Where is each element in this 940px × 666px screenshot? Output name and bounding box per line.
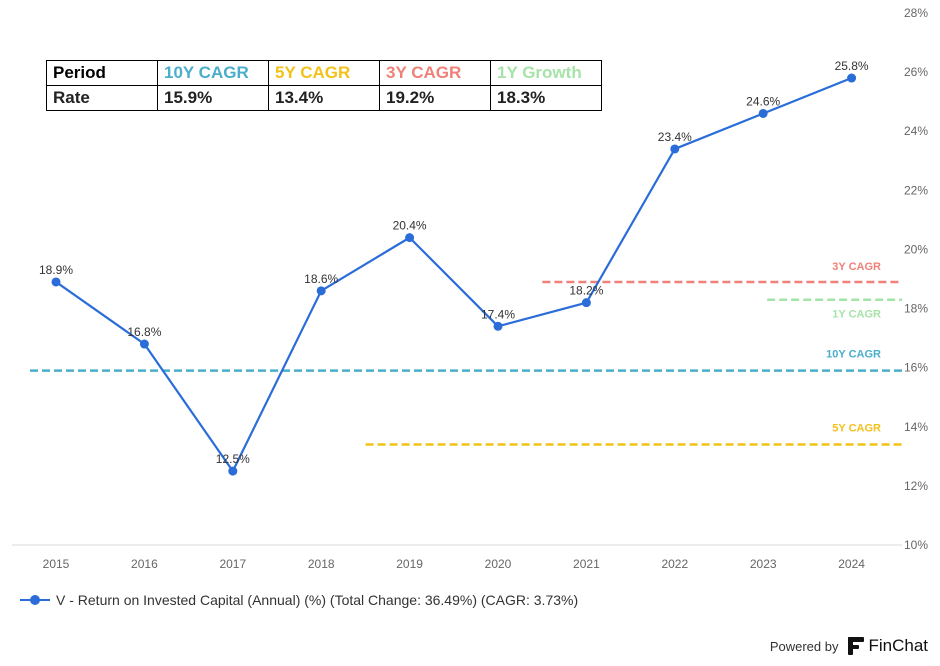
data-label: 18.6% — [304, 272, 338, 286]
branding: Powered by FinChat — [770, 636, 928, 656]
data-point — [228, 466, 238, 476]
table-header-1y-growth: 1Y Growth — [490, 60, 602, 86]
powered-by-text: Powered by — [769, 638, 839, 654]
y-tick-label: 14% — [904, 420, 928, 434]
data-point — [405, 233, 415, 243]
finchat-logo-icon — [848, 637, 865, 655]
cagr-table-header-row: Period 10Y CAGR 5Y CAGR 3Y CAGR 1Y Growt… — [46, 60, 602, 86]
y-tick-label: 26% — [904, 65, 928, 79]
chart-legend[interactable]: V - Return on Invested Capital (Annual) … — [20, 592, 578, 608]
data-point — [847, 73, 857, 83]
reference-line-label: 3Y CAGR — [832, 261, 881, 273]
series — [51, 73, 857, 476]
y-tick-label: 22% — [904, 183, 928, 197]
legend-series-label: V - Return on Invested Capital (Annual) … — [56, 592, 579, 608]
x-tick-label: 2022 — [661, 557, 688, 571]
legend-series-marker-icon — [20, 593, 50, 607]
table-cell-10y-cagr: 15.9% — [157, 85, 269, 111]
data-label: 16.8% — [127, 325, 161, 339]
reference-lines: 10Y CAGR 5Y CAGR 3Y CAGR 1Y CAGR — [30, 261, 902, 446]
y-tick-label: 28% — [904, 6, 928, 20]
cagr-table-rate-row: Rate 15.9% 13.4% 19.2% 18.3% — [46, 85, 602, 111]
y-tick-label: 20% — [904, 242, 928, 256]
reference-line-label: 10Y CAGR — [826, 349, 881, 361]
data-point — [758, 108, 768, 118]
data-label: 12.5% — [216, 452, 250, 466]
reference-line-label: 1Y CAGR — [832, 309, 881, 321]
x-tick-label: 2020 — [485, 557, 512, 571]
table-header-10y-cagr: 10Y CAGR — [157, 60, 269, 86]
data-label: 18.9% — [39, 263, 73, 277]
y-tick-label: 10% — [904, 538, 928, 552]
data-label: 23.4% — [658, 130, 692, 144]
x-tick-label: 2023 — [750, 557, 777, 571]
x-tick-label: 2016 — [131, 557, 158, 571]
table-header-period: Period — [46, 60, 158, 86]
table-cell-1y-growth: 18.3% — [490, 85, 602, 111]
data-point — [316, 286, 326, 296]
reference-line-label: 5Y CAGR — [832, 423, 881, 435]
series-line — [55, 77, 853, 473]
data-point — [581, 298, 591, 308]
data-label: 18.2% — [569, 284, 603, 298]
table-header-3y-cagr: 3Y CAGR — [379, 60, 491, 86]
x-tick-label: 2018 — [308, 557, 335, 571]
data-label: 25.8% — [835, 59, 869, 73]
data-labels: 18.9% 16.8% 12.5% 18.6% 20.4% 17.4% 18.2% 23.4%… — [39, 59, 869, 466]
table-cell-5y-cagr: 13.4% — [268, 85, 380, 111]
data-label: 17.4% — [481, 307, 515, 321]
y-tick-label: 18% — [904, 302, 928, 316]
y-tick-label: 12% — [904, 479, 928, 493]
data-point — [139, 339, 149, 349]
x-tick-label: 2021 — [573, 557, 600, 571]
table-cell-3y-cagr: 19.2% — [379, 85, 491, 111]
data-point — [670, 144, 680, 154]
axes: 2015 2016 2017 2018 2019 2020 2021 2022 2023 2024… — [12, 6, 928, 571]
table-cell-rate-label: Rate — [46, 85, 158, 111]
x-tick-label: 2017 — [219, 557, 246, 571]
x-tick-label: 2019 — [396, 557, 423, 571]
data-label: 24.6% — [746, 94, 780, 108]
y-tick-label: 16% — [904, 361, 928, 375]
data-point — [493, 321, 503, 331]
data-label: 20.4% — [393, 219, 427, 233]
x-tick-label: 2024 — [838, 557, 865, 571]
brand-name: FinChat — [868, 636, 928, 655]
table-header-5y-cagr: 5Y CAGR — [268, 60, 380, 86]
cagr-table: Period 10Y CAGR 5Y CAGR 3Y CAGR 1Y Growt… — [46, 60, 602, 111]
data-point — [51, 277, 61, 287]
x-tick-label: 2015 — [43, 557, 70, 571]
y-tick-label: 24% — [904, 124, 928, 138]
